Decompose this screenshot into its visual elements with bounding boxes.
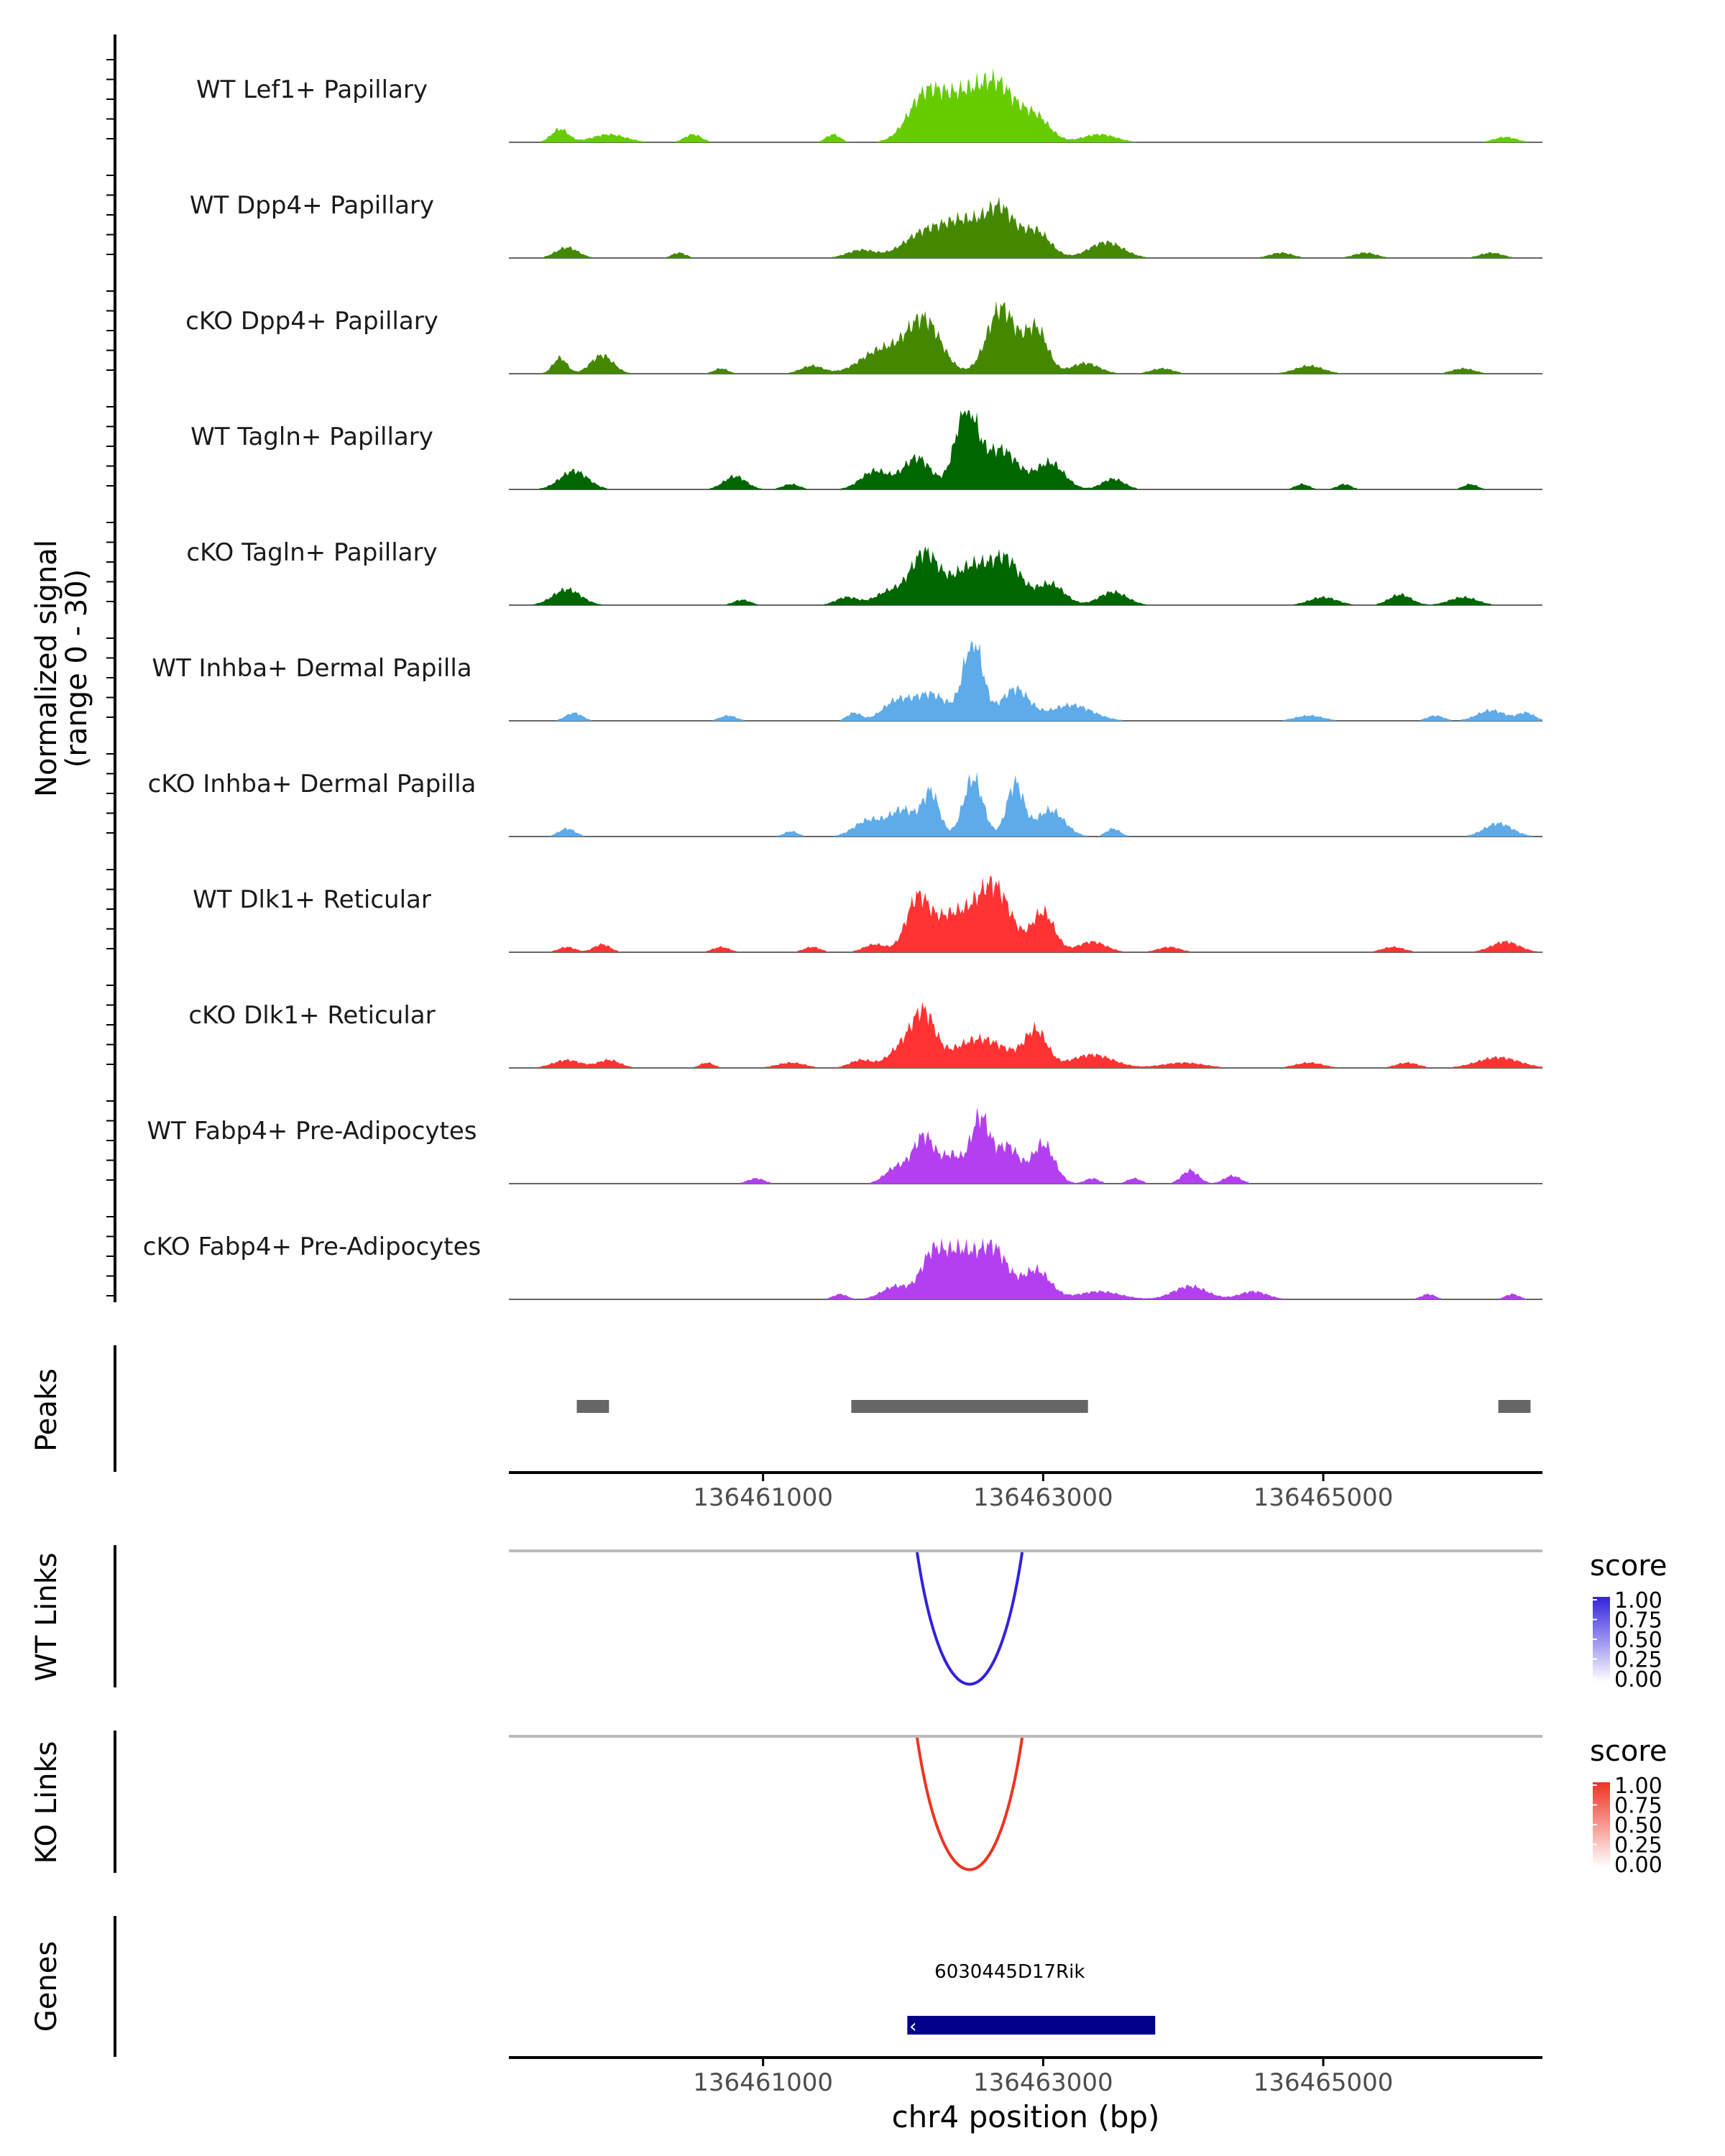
gene-name-label: 6030445D17Rik [934, 1961, 1085, 1983]
x-tick-label: 136465000 [1254, 1483, 1394, 1512]
x-axis-title: chr4 position (bp) [892, 2099, 1160, 2134]
track-signal-area [509, 875, 1542, 952]
legend-tick-label: 0.00 [1614, 1853, 1662, 1878]
track-label: WT Lef1+ Papillary [196, 75, 428, 104]
ko-links-panel: KO Links score 1.000.750.500.250.00 [30, 1731, 1667, 1878]
track-1: WT Dpp4+ Papillary [190, 191, 1542, 259]
track-5: WT Inhba+ Dermal Papilla [152, 642, 1542, 722]
track-label: WT Inhba+ Dermal Papilla [152, 654, 472, 683]
track-signal-area [509, 546, 1542, 605]
track-6: cKO Inhba+ Dermal Papilla [148, 770, 1542, 837]
wt-links-panel: WT Links score 1.000.750.500.250.00 [30, 1545, 1667, 1692]
x-tick-label: 136465000 [1254, 2068, 1394, 2097]
ko-legend-title: score [1590, 1735, 1667, 1768]
track-9: WT Fabp4+ Pre-Adipocytes [147, 1107, 1542, 1184]
wt-legend-ticks: 1.000.750.500.250.00 [1593, 1588, 1662, 1692]
track-signal-area [509, 196, 1542, 258]
track-signal-area [509, 1107, 1542, 1184]
coverage-y-ticks [106, 59, 115, 1296]
genes-panel: Genes 6030445D17Rik ‹ 136461000 136463000… [30, 1916, 1542, 2134]
ko-legend-ticks: 1.000.750.500.250.00 [1593, 1774, 1662, 1878]
x-tick-label: 136461000 [693, 1483, 833, 1512]
legend-tick-label: 0.75 [1614, 1794, 1662, 1819]
track-0: WT Lef1+ Papillary [196, 68, 1542, 143]
track-signal-area [509, 1001, 1542, 1068]
genes-x-ticks: 136461000 136463000 136465000 [693, 2059, 1393, 2097]
track-signal-area [509, 771, 1542, 837]
ko-links-label: KO Links [30, 1741, 63, 1864]
x-tick-label: 136463000 [973, 2068, 1113, 2097]
legend-tick-label: 1.00 [1614, 1588, 1662, 1613]
track-3: WT Tagln+ Papillary [190, 410, 1542, 490]
coverage-y-label: Normalized signal [30, 540, 63, 797]
coverage-y-label-range: (range 0 - 30) [60, 569, 93, 768]
ko-link-arc [916, 1737, 1024, 1871]
peak-region [576, 1400, 610, 1413]
track-label: WT Tagln+ Papillary [190, 423, 433, 451]
wt-link-arc [916, 1552, 1024, 1686]
track-label: cKO Dlk1+ Reticular [188, 1001, 435, 1030]
coverage-panel: WT Lef1+ Papillary WT Dpp4+ Papillary cKO … [30, 34, 1542, 1302]
legend-tick-label: 0.00 [1614, 1667, 1662, 1692]
gene-body [907, 2016, 1156, 2035]
track-label: cKO Dpp4+ Papillary [185, 307, 438, 336]
track-label: WT Dlk1+ Reticular [193, 885, 431, 914]
track-signal-area [509, 410, 1542, 489]
track-10: cKO Fabp4+ Pre-Adipocytes [143, 1233, 1542, 1300]
track-2: cKO Dpp4+ Papillary [185, 300, 1542, 374]
track-label: cKO Tagln+ Papillary [186, 538, 437, 567]
legend-tick-label: 0.25 [1614, 1833, 1662, 1858]
track-label: WT Fabp4+ Pre-Adipocytes [147, 1117, 477, 1146]
track-signal-area [509, 1238, 1542, 1299]
legend-tick-label: 0.25 [1614, 1648, 1662, 1673]
peaks-panel: Peaks 136461000 136463000 136465000 [30, 1345, 1542, 1512]
peak-regions [576, 1400, 1531, 1413]
x-tick-label: 136463000 [973, 1483, 1113, 1512]
track-4: cKO Tagln+ Papillary [186, 538, 1542, 606]
peaks-x-ticks: 136461000 136463000 136465000 [693, 1474, 1393, 1512]
wt-links-legend: score 1.000.750.500.250.00 [1590, 1549, 1667, 1692]
wt-links-label: WT Links [30, 1552, 63, 1681]
gene-strand-arrow: ‹ [909, 2016, 916, 2037]
track-7: WT Dlk1+ Reticular [193, 875, 1542, 953]
peak-region [851, 1400, 1088, 1413]
track-label: WT Dpp4+ Papillary [190, 191, 434, 220]
wt-legend-title: score [1590, 1549, 1667, 1583]
track-8: cKO Dlk1+ Reticular [188, 1001, 1542, 1069]
legend-tick-label: 0.50 [1614, 1813, 1662, 1838]
track-signal-area [509, 642, 1542, 721]
track-label: cKO Fabp4+ Pre-Adipocytes [143, 1233, 482, 1261]
ko-links-legend: score 1.000.750.500.250.00 [1590, 1735, 1667, 1878]
coverage-tracks: WT Lef1+ Papillary WT Dpp4+ Papillary cKO … [143, 68, 1542, 1300]
legend-tick-label: 1.00 [1614, 1774, 1662, 1799]
legend-tick-label: 0.50 [1614, 1628, 1662, 1653]
peak-region [1498, 1400, 1531, 1413]
legend-tick-label: 0.75 [1614, 1608, 1662, 1634]
track-signal-area [509, 68, 1542, 142]
x-tick-label: 136461000 [693, 2068, 833, 2097]
track-label: cKO Inhba+ Dermal Papilla [148, 770, 477, 798]
peaks-track-label: Peaks [30, 1368, 63, 1452]
track-signal-area [509, 300, 1542, 374]
genes-track-label: Genes [30, 1941, 63, 2032]
